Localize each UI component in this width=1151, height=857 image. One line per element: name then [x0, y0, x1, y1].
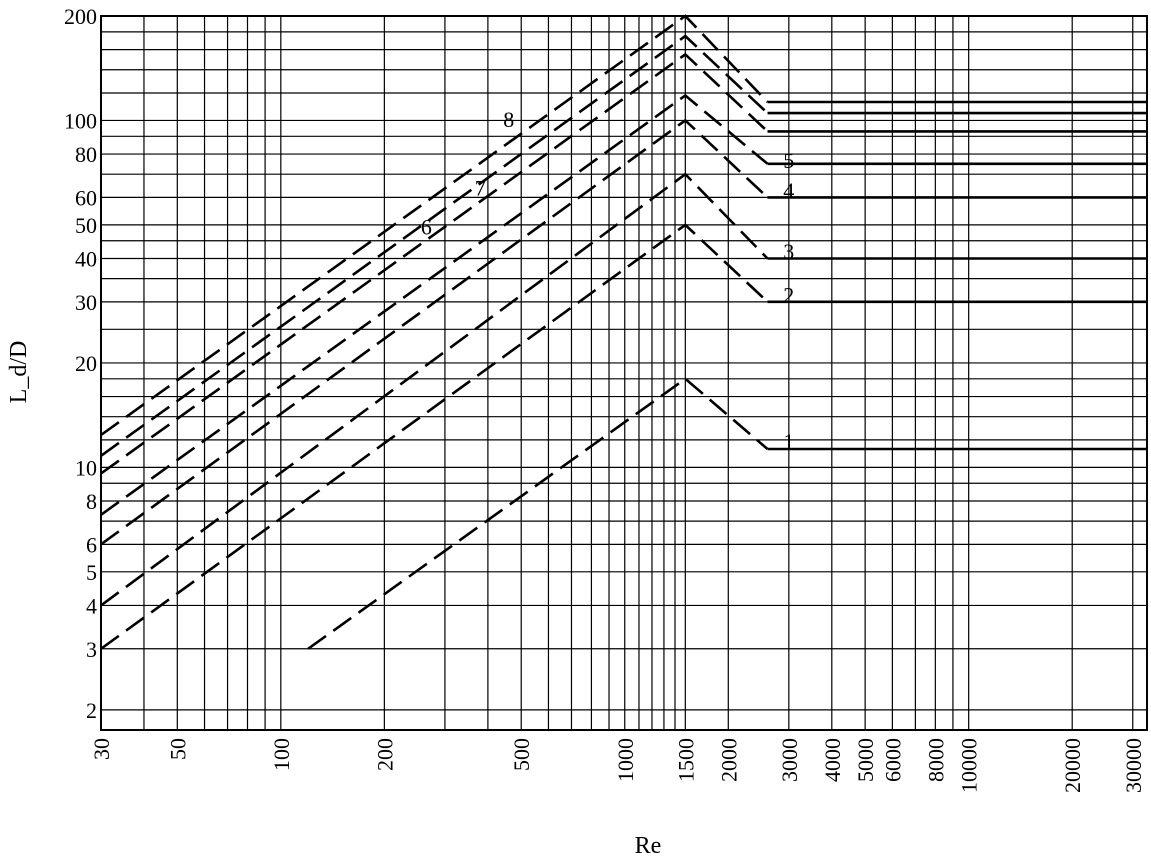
y-tick-label: 8	[86, 489, 97, 514]
x-tick-label: 1500	[673, 738, 698, 782]
y-tick-label: 50	[75, 213, 97, 238]
plot-frame	[100, 15, 1148, 731]
series-3	[100, 172, 1147, 607]
x-tick-label: 2000	[716, 738, 741, 782]
series-5	[100, 93, 1147, 516]
series-group	[100, 14, 1147, 650]
curve-label-8: 8	[503, 107, 514, 132]
x-tick-label: 20000	[1060, 738, 1085, 793]
y-tick-label: 200	[64, 4, 97, 29]
plot-border	[100, 15, 1148, 731]
x-tick-label: 1000	[613, 738, 638, 782]
x-tick-label: 200	[372, 738, 397, 771]
x-axis-title: Re	[635, 833, 662, 857]
y-tick-label: 80	[75, 142, 97, 167]
series-1-dashed-line	[307, 377, 769, 650]
curve-label-1: 1	[783, 429, 794, 454]
series-6-dashed-line	[100, 52, 769, 475]
y-tick-label: 20	[75, 351, 97, 376]
y-axis-title: L_d/D	[6, 341, 32, 404]
y-tick-label: 100	[64, 108, 97, 133]
y-tick-label: 6	[86, 532, 97, 557]
y-tick-label: 2	[86, 698, 97, 723]
x-tick-labels: 30 50 100 200 500 1000 1500 2000 3000 4000 5000 600…	[89, 738, 1146, 793]
x-tick-label: 4000	[820, 738, 845, 782]
x-tick-label: 500	[509, 738, 534, 771]
x-tick-label: 3000	[777, 738, 802, 782]
series-8	[100, 14, 1147, 437]
y-tick-label: 4	[86, 593, 97, 618]
x-tick-label: 6000	[880, 738, 905, 782]
x-tick-label: 10000	[957, 738, 982, 793]
y-tick-label: 10	[75, 455, 97, 480]
series-4	[100, 118, 1147, 546]
curve-label-7: 7	[475, 176, 486, 201]
y-tick-label: 40	[75, 247, 97, 272]
curve-label-3: 3	[783, 239, 794, 264]
y-tick-label: 30	[75, 290, 97, 315]
x-tick-label: 50	[165, 738, 190, 760]
curve-label-5: 5	[783, 148, 794, 173]
x-tick-label: 30000	[1121, 738, 1146, 793]
y-tick-label: 60	[75, 185, 97, 210]
y-tick-labels: 2 3 4 5 6 8 10 20 30 40 50 60 80 100 200	[64, 4, 97, 723]
series-1	[307, 377, 1147, 650]
x-tick-label: 5000	[853, 738, 878, 782]
series-4-dashed-line	[100, 118, 769, 546]
curve-label-2: 2	[783, 283, 794, 308]
series-8-dashed-line	[100, 14, 769, 437]
x-tick-label: 8000	[923, 738, 948, 782]
series-2-dashed-line	[100, 223, 769, 650]
series-7	[100, 34, 1147, 457]
series-2	[100, 223, 1147, 650]
x-tick-label: 30	[89, 738, 114, 760]
curve-labels: 1 2 3 4 5 6 7 8	[421, 107, 794, 454]
series-5-dashed-line	[100, 93, 769, 516]
curve-label-6: 6	[421, 214, 432, 239]
y-tick-label: 3	[86, 637, 97, 662]
x-tick-label: 100	[269, 738, 294, 771]
series-3-dashed-line	[100, 172, 769, 607]
series-7-dashed-line	[100, 34, 769, 457]
curve-label-4: 4	[783, 178, 794, 203]
y-tick-label: 5	[86, 560, 97, 585]
grid	[100, 16, 1147, 730]
series-6	[100, 52, 1147, 475]
